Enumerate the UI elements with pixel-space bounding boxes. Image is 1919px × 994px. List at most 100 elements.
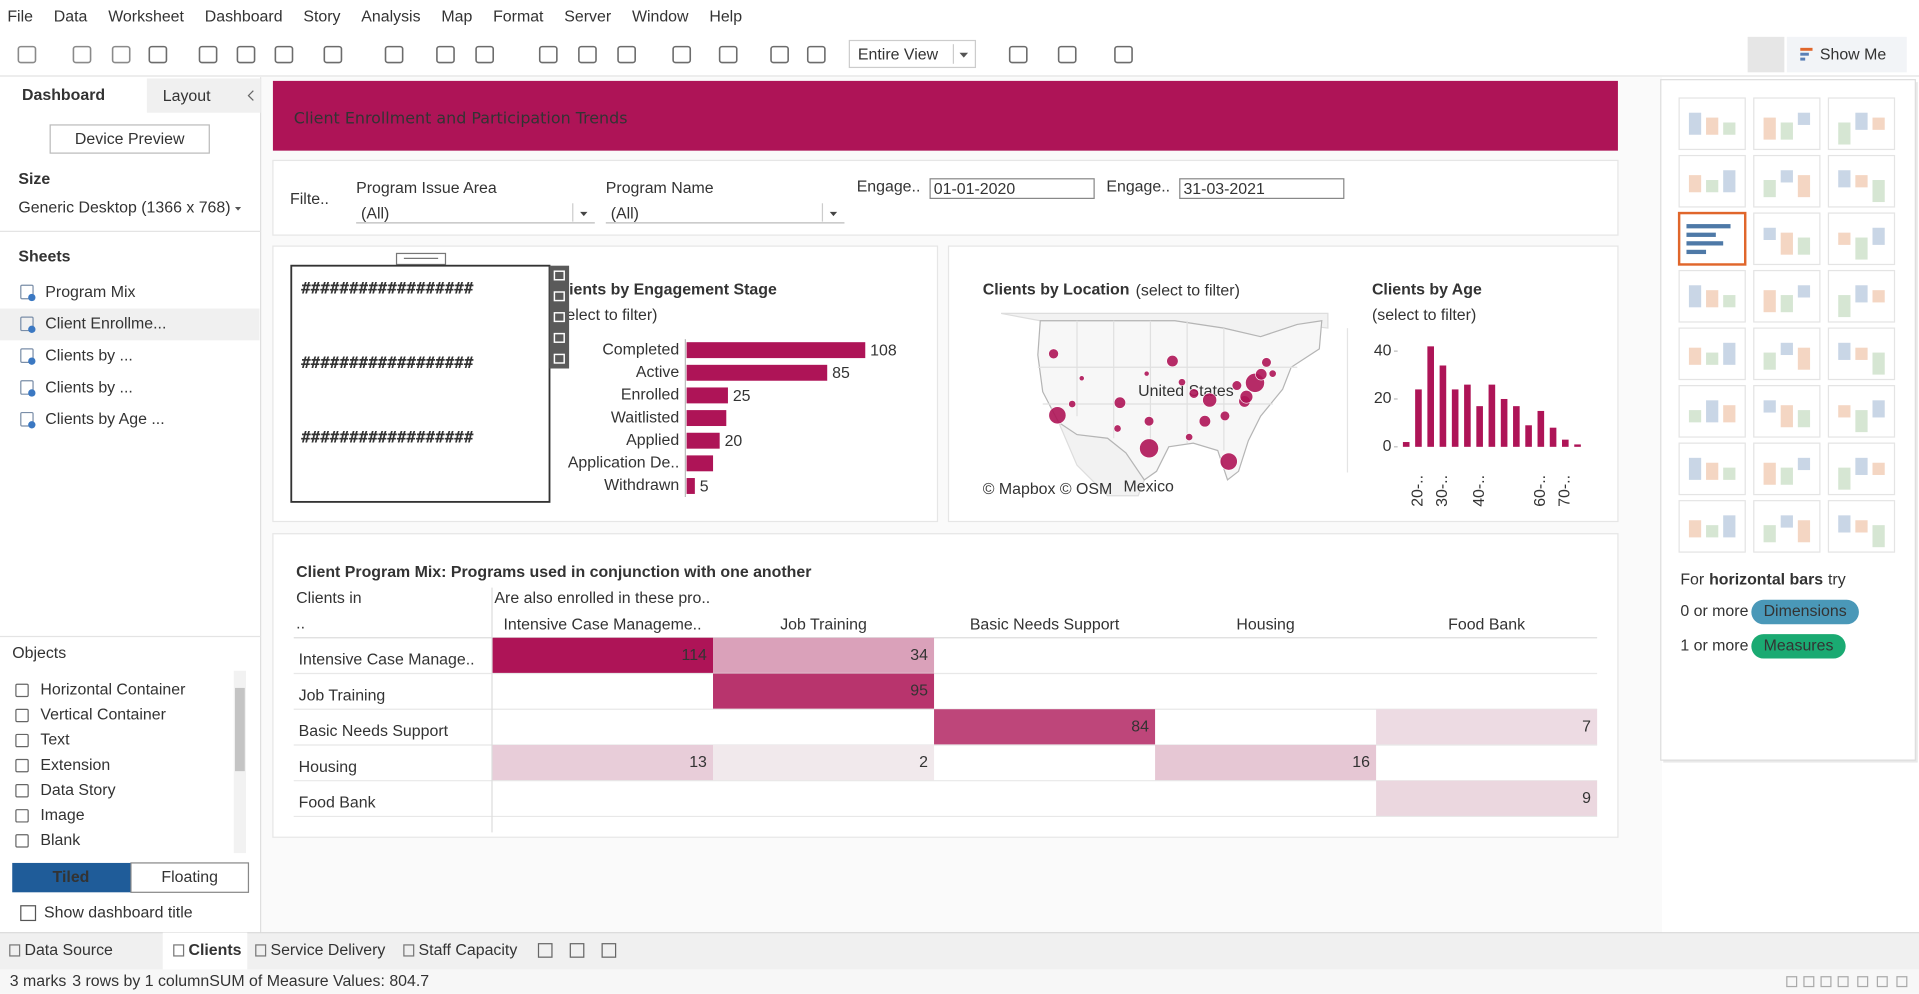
object-item[interactable]: Text: [40, 732, 70, 749]
heat-cell[interactable]: [713, 673, 935, 710]
bar[interactable]: [686, 387, 728, 404]
object-item[interactable]: Image: [40, 807, 84, 824]
active-tab[interactable]: [162, 932, 248, 970]
toolbar-icon[interactable]: [475, 45, 495, 64]
map-bubble[interactable]: [1078, 375, 1085, 382]
bar[interactable]: [1488, 384, 1496, 447]
category-label[interactable]: Applied: [626, 432, 679, 449]
toolbar-icon[interactable]: [274, 45, 294, 64]
row-label[interactable]: Basic Needs Support: [299, 723, 449, 740]
status-icon[interactable]: [1820, 976, 1832, 988]
menu-item[interactable]: Format: [493, 8, 544, 25]
bar[interactable]: [1439, 365, 1447, 447]
menu-item[interactable]: Map: [441, 8, 472, 25]
object-item[interactable]: Vertical Container: [40, 707, 166, 724]
bar[interactable]: [1500, 398, 1508, 447]
sheet-item[interactable]: Program Mix: [45, 284, 135, 301]
toolbar-icon[interactable]: [718, 45, 738, 64]
object-item[interactable]: Data Story: [40, 782, 115, 799]
status-icon[interactable]: [1896, 976, 1908, 988]
floating-tool[interactable]: [553, 353, 565, 364]
map-bubble[interactable]: [1261, 357, 1272, 368]
map-bubble[interactable]: [1268, 369, 1277, 378]
bar[interactable]: [1513, 406, 1520, 447]
row-label[interactable]: Intensive Case Manage..: [299, 652, 475, 669]
tiled-button[interactable]: [12, 862, 131, 893]
object-item[interactable]: Blank: [40, 832, 80, 849]
menu-item[interactable]: Data: [54, 8, 88, 25]
toolbar-icon[interactable]: [672, 45, 692, 64]
device-preview-button[interactable]: [49, 124, 210, 154]
sheet-tab[interactable]: Data Source: [24, 942, 113, 959]
tab-layout[interactable]: [146, 78, 261, 113]
tab-dashboard[interactable]: Dashboard: [22, 87, 105, 104]
bar[interactable]: [1574, 444, 1581, 447]
bar[interactable]: [1451, 389, 1459, 447]
map-bubble[interactable]: [1178, 378, 1186, 387]
toolbar-icon[interactable]: [323, 45, 343, 64]
toolbar-icon[interactable]: [617, 45, 636, 64]
map-bubble[interactable]: [1048, 406, 1067, 425]
row-label[interactable]: Food Bank: [299, 795, 376, 812]
category-label[interactable]: Enrolled: [621, 387, 679, 404]
date-input[interactable]: [1179, 178, 1345, 199]
category-label[interactable]: Waitlisted: [611, 409, 679, 426]
floating-tool[interactable]: [553, 291, 565, 302]
heat-cell[interactable]: [491, 637, 714, 674]
map-bubble[interactable]: [1255, 368, 1268, 381]
map-bubble[interactable]: [1139, 438, 1159, 459]
show-title-checkbox[interactable]: [20, 905, 37, 922]
category-label[interactable]: Application De..: [568, 455, 679, 472]
map-bubble[interactable]: [1113, 396, 1126, 409]
bar[interactable]: [1402, 442, 1410, 447]
status-icon[interactable]: [1786, 976, 1798, 988]
map-bubble[interactable]: [1231, 380, 1242, 391]
row-label[interactable]: Job Training: [299, 687, 386, 704]
toolbar-icon[interactable]: [436, 45, 455, 64]
bar[interactable]: [686, 455, 714, 472]
category-label[interactable]: Completed: [602, 341, 679, 358]
format-button[interactable]: [1747, 36, 1785, 73]
toolbar-icon[interactable]: [1057, 45, 1077, 64]
heat-cell[interactable]: [1376, 780, 1598, 817]
floating-tool[interactable]: [553, 270, 565, 281]
sheet-item[interactable]: Clients by Age ...: [45, 411, 164, 428]
bar[interactable]: [1476, 406, 1483, 447]
new-sheet-icon[interactable]: [601, 943, 617, 958]
tab-layout-label[interactable]: Layout: [163, 88, 211, 105]
map-bubble[interactable]: [1068, 400, 1077, 408]
status-icon[interactable]: [1857, 976, 1869, 988]
map-bubble[interactable]: [1143, 370, 1150, 377]
size-value[interactable]: Generic Desktop (1366 x 768): [18, 199, 230, 216]
toolbar-icon[interactable]: [198, 45, 218, 64]
bar[interactable]: [686, 342, 866, 359]
bar[interactable]: [1427, 346, 1434, 447]
new-sheet-icon[interactable]: [569, 943, 585, 958]
heat-cell[interactable]: [491, 744, 714, 781]
object-item[interactable]: Horizontal Container: [40, 682, 186, 699]
map-bubble[interactable]: [1188, 388, 1200, 399]
menu-item[interactable]: Dashboard: [205, 8, 283, 25]
sheet-tab[interactable]: Staff Capacity: [419, 942, 518, 959]
toolbar-icon[interactable]: [236, 45, 256, 64]
toolbar-icon[interactable]: [111, 45, 131, 64]
bar[interactable]: [1415, 389, 1422, 447]
menu-item[interactable]: Analysis: [361, 8, 420, 25]
bar[interactable]: [1549, 427, 1557, 447]
heat-cell[interactable]: [934, 709, 1156, 745]
bar[interactable]: [1525, 425, 1532, 447]
map-bubble[interactable]: [1166, 355, 1179, 368]
sheet-item[interactable]: Clients by ...: [45, 347, 133, 364]
status-icon[interactable]: [1837, 976, 1849, 988]
toolbar-icon[interactable]: [384, 45, 404, 64]
row-label[interactable]: Housing: [299, 759, 357, 776]
menu-item[interactable]: Worksheet: [108, 8, 184, 25]
floating-button[interactable]: [130, 862, 250, 893]
filter-dropdown[interactable]: [605, 202, 845, 223]
map-bubble[interactable]: [1219, 452, 1238, 471]
bar[interactable]: [686, 410, 727, 427]
toolbar-icon[interactable]: [17, 45, 37, 64]
toolbar-icon[interactable]: [538, 45, 558, 64]
bar[interactable]: [1562, 439, 1569, 447]
map-bubble[interactable]: [1239, 390, 1254, 404]
